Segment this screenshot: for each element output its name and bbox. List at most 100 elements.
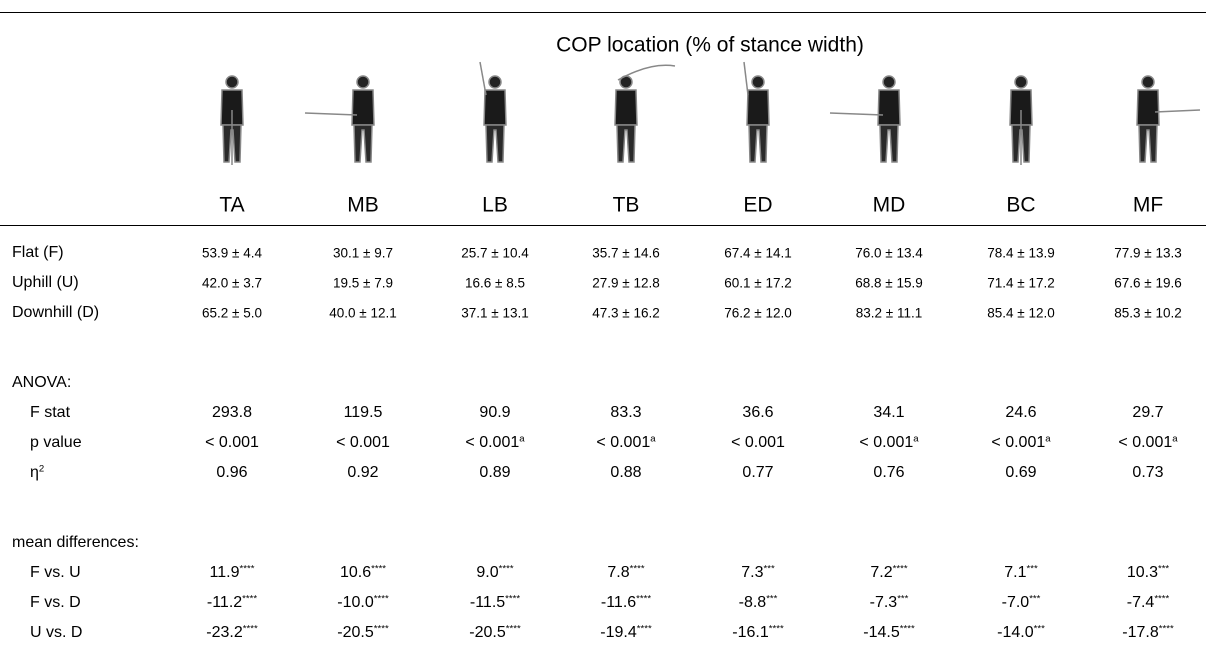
superscript: a (913, 433, 918, 444)
cell: 0.96 (216, 465, 247, 481)
table-page: COP location (% of stance width) TAMBLBT… (0, 0, 1206, 671)
golfer-mf (1137, 76, 1200, 162)
cell: 67.4 ± 14.1 (724, 246, 791, 260)
cell: -10.0**** (337, 595, 388, 611)
superscript: *** (1034, 623, 1045, 634)
cell: 0.69 (1005, 465, 1036, 481)
section-heading: ANOVA: (12, 375, 71, 391)
cell: < 0.001 (336, 435, 390, 451)
cell-text: -20.5 (337, 624, 373, 641)
superscript: *** (1029, 593, 1040, 604)
cell: 83.3 (610, 405, 641, 421)
cell: 47.3 ± 16.2 (592, 306, 659, 320)
cell: -14.0*** (997, 625, 1045, 641)
column-header: TA (219, 195, 244, 216)
cell-text: 7.2 (870, 564, 892, 581)
cell: 78.4 ± 13.9 (987, 246, 1054, 260)
cell: 7.8**** (607, 565, 644, 581)
cell: 71.4 ± 17.2 (987, 276, 1054, 290)
cell: 34.1 (873, 405, 904, 421)
cell: 24.6 (1005, 405, 1036, 421)
cell: -20.5**** (337, 625, 388, 641)
cell-text: -14.0 (997, 624, 1033, 641)
cell-text: 7.3 (741, 564, 763, 581)
cell: 37.1 ± 13.1 (461, 306, 528, 320)
cell: 76.2 ± 12.0 (724, 306, 791, 320)
column-header: MD (873, 195, 906, 216)
cell-text: -7.3 (870, 594, 898, 611)
column-header: MB (347, 195, 379, 216)
cell: 0.89 (479, 465, 510, 481)
superscript: *** (766, 593, 777, 604)
cell-text: -14.5 (863, 624, 899, 641)
cell: 0.73 (1132, 465, 1163, 481)
superscript: a (1172, 433, 1177, 444)
cell: -20.5**** (469, 625, 520, 641)
cell: 68.8 ± 15.9 (855, 276, 922, 290)
cell-text: η (30, 464, 39, 481)
cell: < 0.001a (859, 435, 918, 451)
cell-text: < 0.001 (859, 434, 913, 451)
cell: -19.4**** (600, 625, 651, 641)
cell: -17.8**** (1122, 625, 1173, 641)
cell-text: -19.4 (600, 624, 636, 641)
superscript: **** (243, 623, 258, 634)
cell: 7.2**** (870, 565, 907, 581)
cell-text: -20.5 (469, 624, 505, 641)
superscript: a (1045, 433, 1050, 444)
superscript: **** (1159, 623, 1174, 634)
column-header: LB (482, 195, 508, 216)
row-label: Uphill (U) (12, 275, 79, 291)
cell: 25.7 ± 10.4 (461, 246, 528, 260)
row-label: Flat (F) (12, 245, 64, 261)
cell: < 0.001a (465, 435, 524, 451)
row-label: U vs. D (30, 625, 82, 641)
superscript: *** (1027, 563, 1038, 574)
cell: -7.4**** (1127, 595, 1170, 611)
cell: 10.3*** (1127, 565, 1169, 581)
row-label: F vs. D (30, 595, 81, 611)
cell-text: -11.5 (470, 594, 505, 611)
superscript: **** (505, 593, 520, 604)
superscript: **** (374, 593, 389, 604)
cell: 9.0**** (476, 565, 513, 581)
cell-text: < 0.001 (465, 434, 519, 451)
cell-text: < 0.001 (991, 434, 1045, 451)
cell-text: -16.1 (732, 624, 768, 641)
cell: 35.7 ± 14.6 (592, 246, 659, 260)
cell-text: 11.9 (210, 564, 240, 581)
cell: -16.1**** (732, 625, 783, 641)
cell: 76.0 ± 13.4 (855, 246, 922, 260)
cell-text: 10.3 (1127, 564, 1158, 581)
superscript: *** (764, 563, 775, 574)
cell-text: 7.8 (607, 564, 629, 581)
superscript: **** (242, 593, 257, 604)
cell: 60.1 ± 17.2 (724, 276, 791, 290)
cell: 42.0 ± 3.7 (202, 276, 262, 290)
superscript: **** (499, 563, 514, 574)
cell: < 0.001a (596, 435, 655, 451)
cell: -11.6**** (601, 595, 651, 611)
superscript: **** (636, 593, 651, 604)
cell: 19.5 ± 7.9 (333, 276, 393, 290)
superscript: **** (240, 563, 255, 574)
cell: 0.92 (347, 465, 378, 481)
cell-text: < 0.001 (1118, 434, 1172, 451)
row-label: p value (30, 435, 82, 451)
superscript: **** (506, 623, 521, 634)
row-label: F stat (30, 405, 70, 421)
row-label: F vs. U (30, 565, 81, 581)
section-heading: mean differences: (12, 535, 139, 551)
golfer-ta (221, 76, 243, 165)
superscript: *** (897, 593, 908, 604)
cell: 67.6 ± 19.6 (1114, 276, 1181, 290)
cell-text: 10.6 (340, 564, 371, 581)
column-header: ED (743, 195, 772, 216)
row-label: Downhill (D) (12, 305, 99, 321)
cell: 119.5 (344, 405, 383, 421)
cell-text: 7.1 (1004, 564, 1026, 581)
cell: 30.1 ± 9.7 (333, 246, 393, 260)
superscript: **** (374, 623, 389, 634)
superscript: **** (1154, 593, 1169, 604)
golfer-md (830, 76, 900, 162)
